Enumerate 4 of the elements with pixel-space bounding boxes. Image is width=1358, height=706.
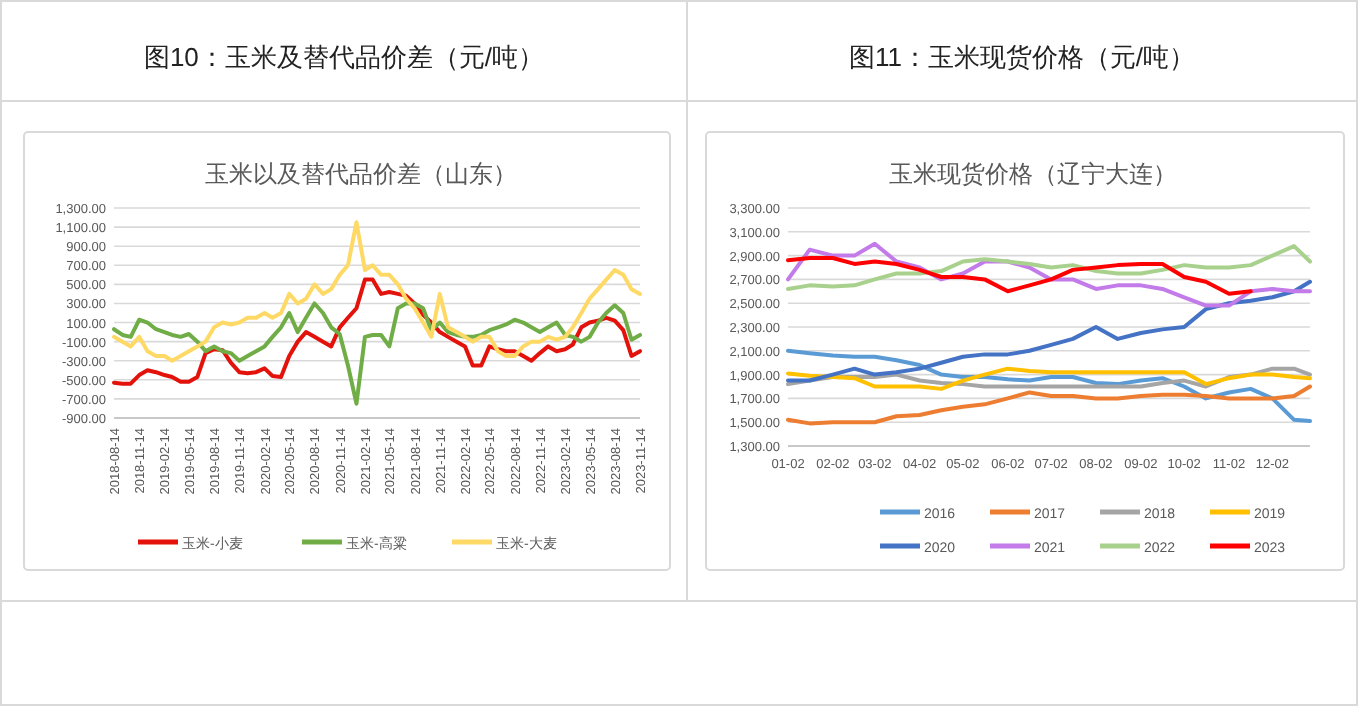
- chart-title: 图10：玉米及替代品价差（元/吨）: [143, 42, 545, 72]
- chart-subtitle: 玉米现货价格（辽宁大连）: [889, 160, 1177, 188]
- chart-title: 图11：玉米现货价格（元/吨）: [848, 42, 1196, 72]
- chart-subtitle: 玉米以及替代品价差（山东）: [205, 160, 517, 188]
